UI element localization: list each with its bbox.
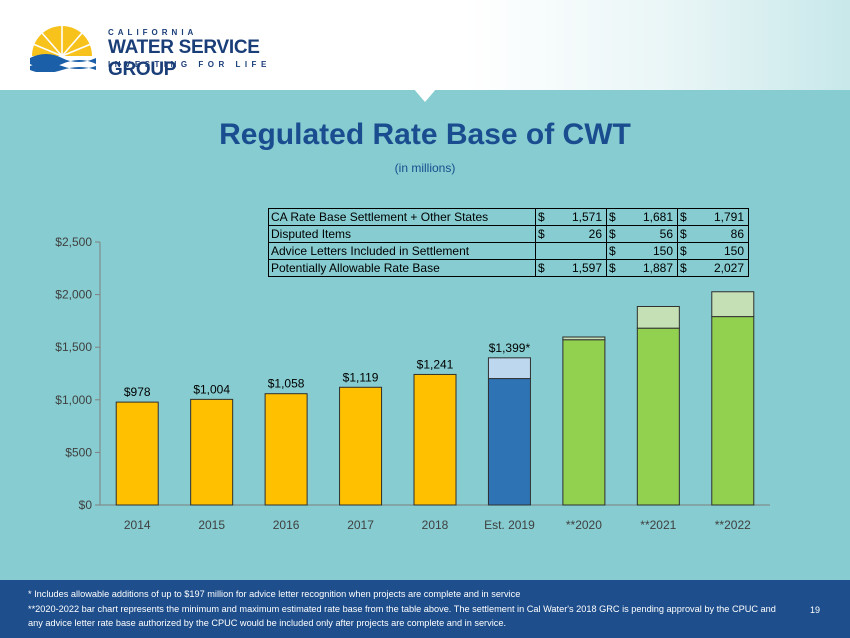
bar-2022-top (711, 291, 755, 318)
cell-value: 1,887 (642, 261, 673, 275)
currency-symbol: $ (680, 244, 687, 258)
cell-value: 2,027 (713, 261, 744, 275)
cell-value: 86 (730, 227, 744, 241)
cell-value: 1,791 (713, 210, 744, 224)
table-cell: $1,571 (535, 208, 607, 226)
currency-symbol: $ (538, 210, 545, 224)
cell-value: 1,681 (642, 210, 673, 224)
y-tick-label: $2,500 (55, 235, 92, 249)
y-tick-label: $0 (79, 498, 93, 512)
currency-symbol: $ (680, 261, 687, 275)
footer-notes: * Includes allowable additions of up to … (0, 580, 850, 638)
x-tick-label: **2020 (566, 518, 602, 532)
bar-2014-base (115, 401, 159, 506)
data-label: $1,004 (193, 382, 230, 396)
bar-2018-base (413, 373, 457, 506)
table-cell: $150 (677, 242, 749, 260)
currency-symbol: $ (680, 210, 687, 224)
x-tick-label: 2014 (124, 518, 151, 532)
x-tick-label: **2021 (640, 518, 676, 532)
currency-symbol: $ (609, 244, 616, 258)
x-tick-label: 2015 (198, 518, 225, 532)
table-cell: $1,887 (606, 259, 678, 277)
header-banner: CALIFORNIA WATER SERVICE GROUP INVESTING… (0, 0, 850, 90)
table-row-label: Potentially Allowable Rate Base (268, 259, 536, 277)
currency-symbol: $ (609, 227, 616, 241)
bar-est2019-top (487, 357, 531, 380)
cell-value: 56 (659, 227, 673, 241)
bar-2017-base (339, 386, 383, 506)
bar-2021-top (636, 305, 680, 329)
table-row: Potentially Allowable Rate Base $1,597 $… (268, 259, 749, 277)
page-subtitle: (in millions) (394, 161, 456, 175)
logo-top-text: CALIFORNIA (108, 28, 198, 37)
currency-symbol: $ (680, 227, 687, 241)
table-row: Advice Letters Included in Settlement $1… (268, 242, 749, 260)
sun-wave-icon (30, 26, 96, 72)
y-tick-label: $500 (65, 445, 92, 459)
data-label: $1,058 (268, 377, 305, 391)
table-cell: $1,681 (606, 208, 678, 226)
data-label: $1,399* (489, 341, 531, 355)
table-row: Disputed Items $26 $56 $86 (268, 225, 749, 243)
cell-value: 26 (588, 227, 602, 241)
table-cell: $1,597 (535, 259, 607, 277)
cell-value: 150 (652, 244, 673, 258)
x-tick-label: 2018 (422, 518, 449, 532)
page-number: 19 (809, 605, 820, 615)
cell-value: 1,597 (571, 261, 602, 275)
bar-2020-top (562, 336, 606, 341)
logo-name: WATER SERVICE GROUP (108, 37, 260, 80)
x-tick-label: Est. 2019 (484, 518, 535, 532)
table-cell: $150 (606, 242, 678, 260)
bar-2020-base (562, 339, 606, 506)
y-tick-label: $1,000 (55, 393, 92, 407)
table-row-label: CA Rate Base Settlement + Other States (268, 208, 536, 226)
cell-value: 150 (723, 244, 744, 258)
table-cell: $1,791 (677, 208, 749, 226)
table-cell: $2,027 (677, 259, 749, 277)
company-logo: CALIFORNIA WATER SERVICE GROUP INVESTING… (28, 18, 328, 80)
page-title: Regulated Rate Base of CWT (219, 118, 631, 151)
bar-2022-base (711, 316, 755, 506)
footnote-2: **2020-2022 bar chart represents the min… (28, 604, 776, 628)
data-label: $978 (124, 385, 151, 399)
data-label: $1,119 (343, 370, 379, 384)
currency-symbol: $ (538, 227, 545, 241)
currency-symbol: $ (609, 261, 616, 275)
bar-est2019-base (487, 378, 531, 506)
footnote-1: * Includes allowable additions of up to … (28, 589, 521, 599)
rate-base-bar-chart: $0 $500 $1,000 $1,500 $2,000 $2,500 $978 2014 $1… (55, 235, 770, 532)
x-tick-label: 2017 (347, 518, 374, 532)
header-notch (413, 88, 437, 102)
bar-2015-base (190, 398, 234, 506)
cell-value: 1,571 (571, 210, 602, 224)
data-label: $1,241 (417, 357, 454, 371)
table-row: CA Rate Base Settlement + Other States $… (268, 208, 749, 226)
y-tick-label: $2,000 (55, 288, 92, 302)
table-cell: $56 (606, 225, 678, 243)
bar-2016-base (264, 393, 308, 506)
x-tick-label: **2022 (715, 518, 751, 532)
currency-symbol: $ (609, 210, 616, 224)
currency-symbol: $ (538, 261, 545, 275)
bar-2021-base (636, 327, 680, 506)
rate-base-table: CA Rate Base Settlement + Other States $… (268, 208, 749, 277)
x-tick-label: 2016 (273, 518, 300, 532)
logo-tagline: INVESTING FOR LIFE (108, 60, 271, 69)
y-tick-label: $1,500 (55, 340, 92, 354)
